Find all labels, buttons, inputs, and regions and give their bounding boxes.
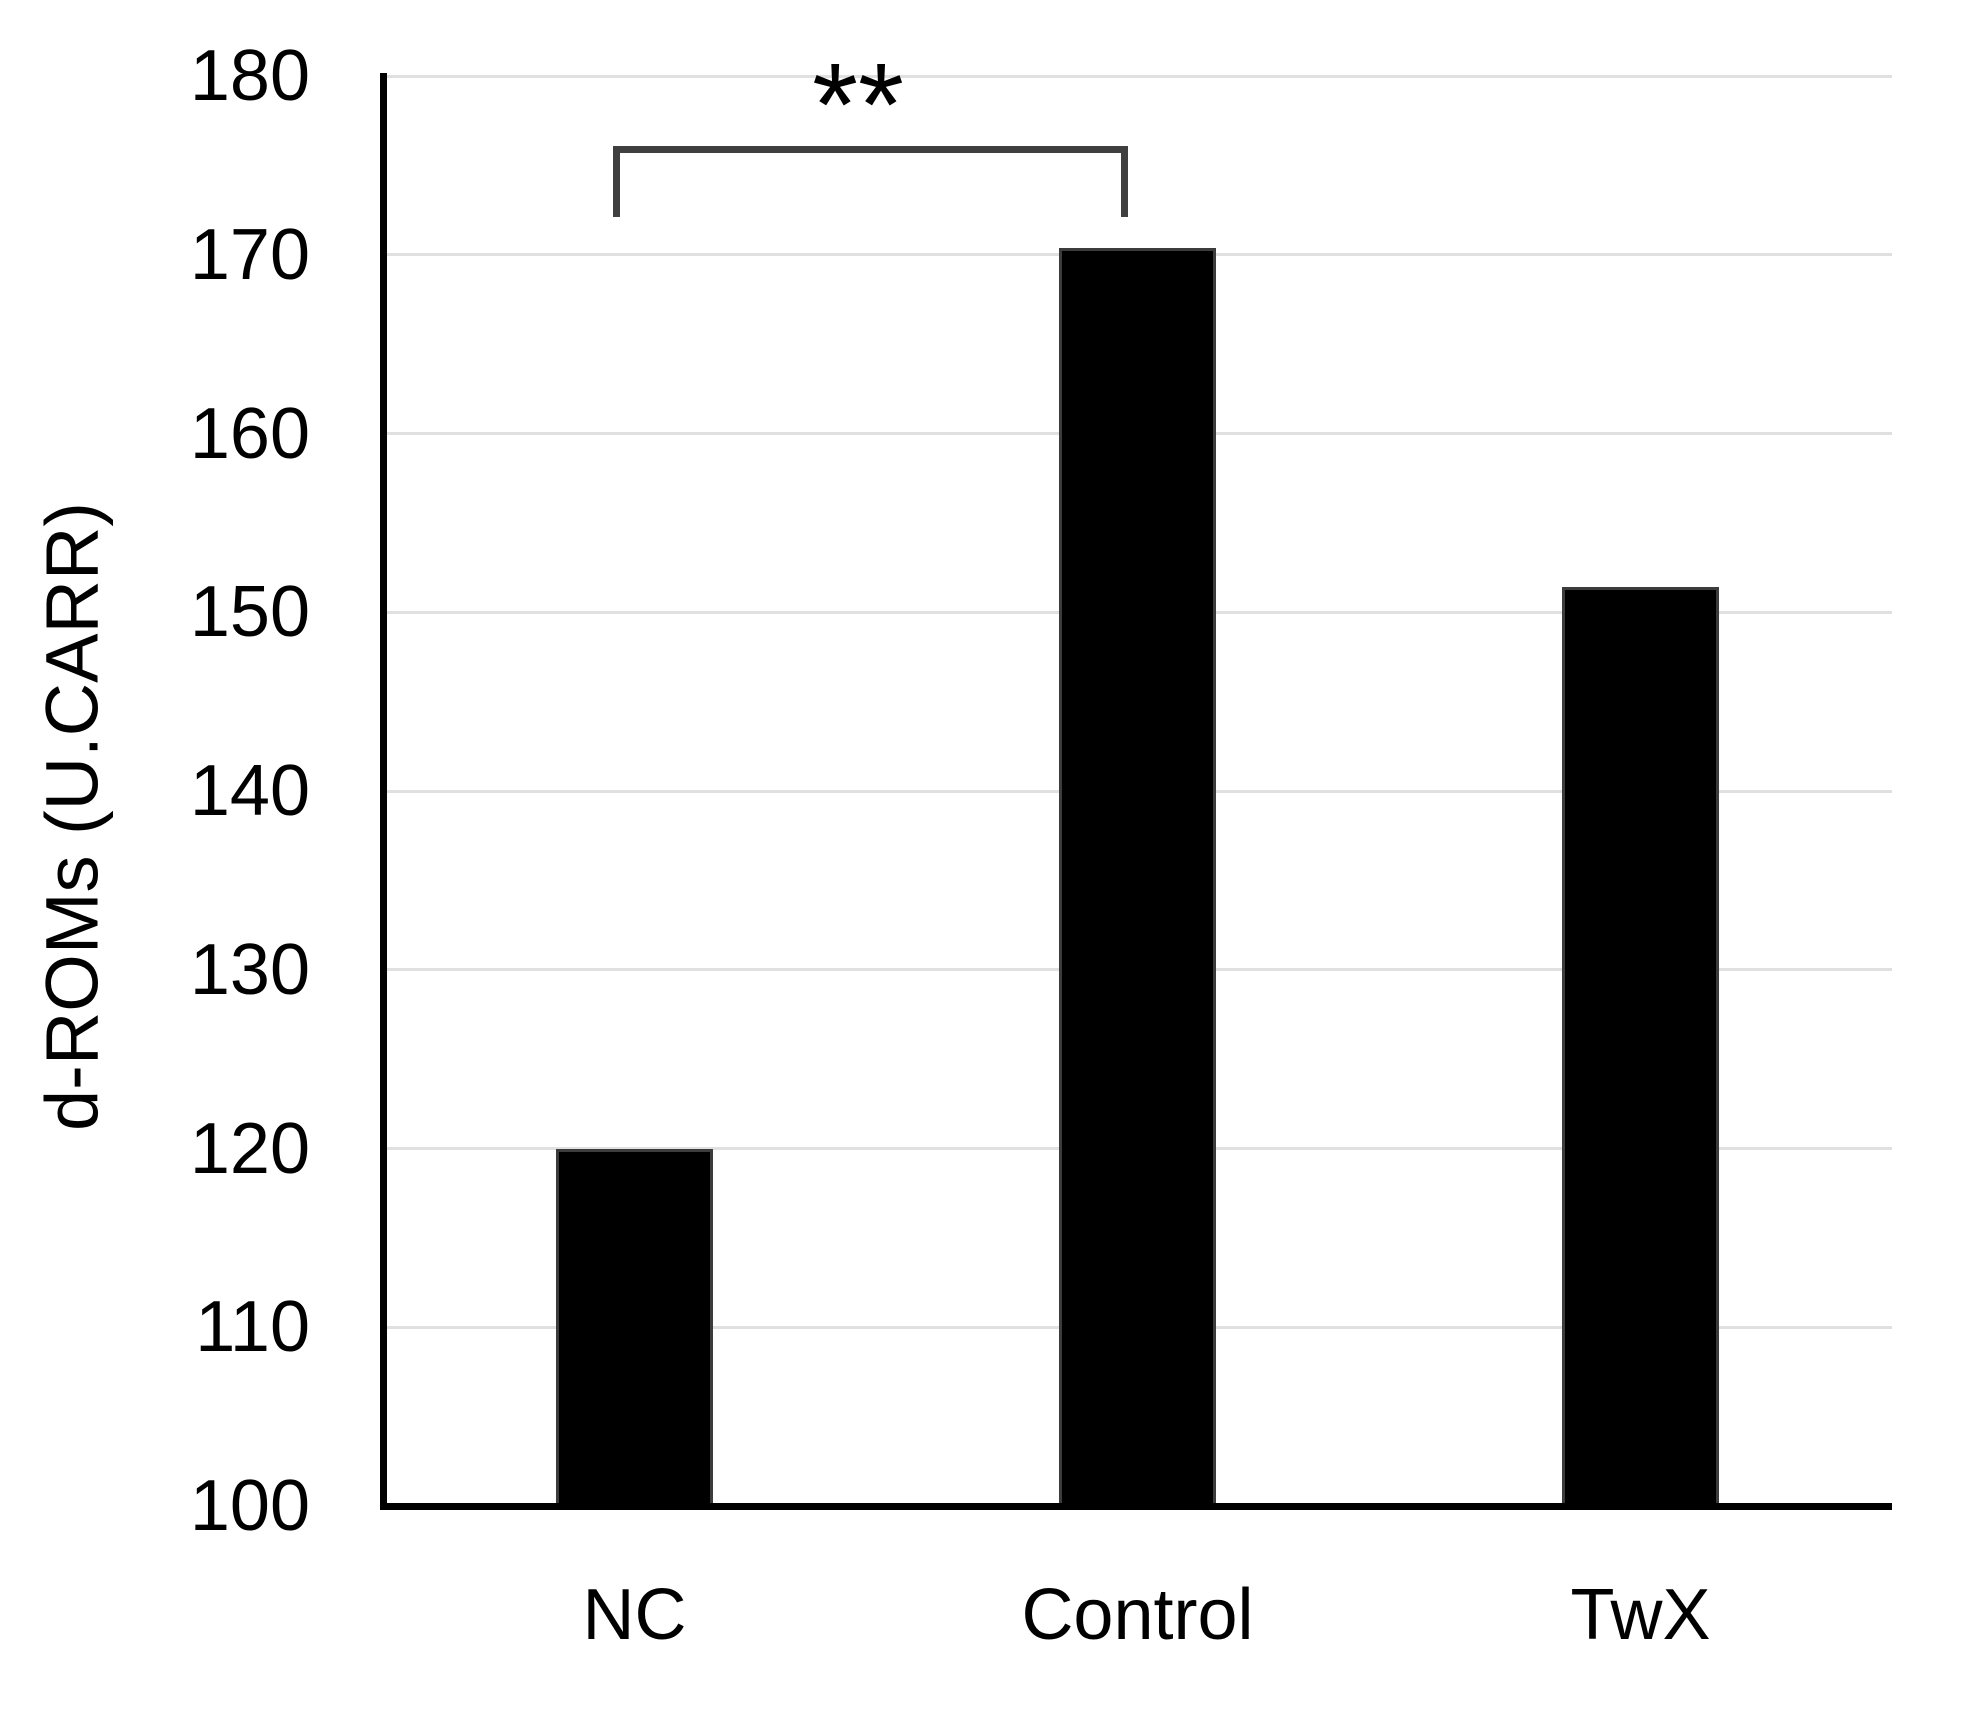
y-tick-label-180: 180 bbox=[189, 36, 310, 116]
x-label-nc: NC bbox=[582, 1575, 687, 1655]
y-tick-label-160: 160 bbox=[189, 393, 310, 474]
significance-label: ** bbox=[812, 39, 904, 171]
x-label-twx: TwX bbox=[1570, 1575, 1711, 1655]
y-tick-label-170: 170 bbox=[189, 214, 310, 295]
y-axis-line bbox=[380, 73, 387, 1510]
y-tick-label-150: 150 bbox=[189, 572, 310, 653]
gridline-180 bbox=[386, 74, 1892, 78]
x-label-control: Control bbox=[1021, 1575, 1254, 1655]
bar-control bbox=[1059, 247, 1216, 1506]
bar-twx bbox=[1562, 587, 1719, 1506]
x-axis-line bbox=[380, 1503, 1892, 1510]
y-tick-label-130: 130 bbox=[189, 929, 310, 1010]
significance-bracket bbox=[613, 146, 1128, 217]
y-tick-label-140: 140 bbox=[189, 751, 310, 831]
bar-nc bbox=[556, 1148, 713, 1506]
y-tick-label-100: 100 bbox=[189, 1466, 310, 1546]
y-tick-label-120: 120 bbox=[189, 1108, 310, 1189]
y-tick-label-110: 110 bbox=[195, 1287, 310, 1368]
y-axis-title: d-ROMs (U.CARR) bbox=[30, 502, 114, 1131]
